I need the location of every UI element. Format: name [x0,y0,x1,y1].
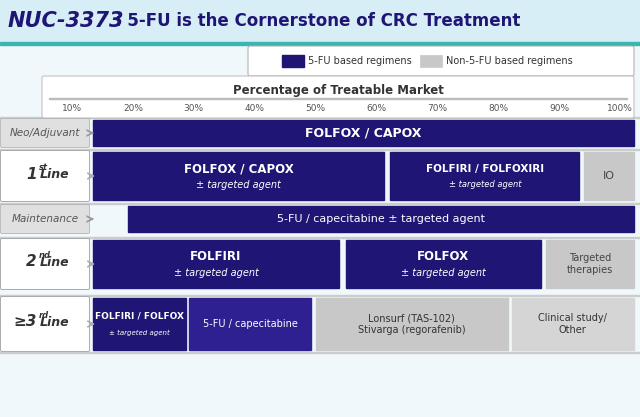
Bar [128,206,634,232]
FancyBboxPatch shape [1,296,90,352]
Bar [546,240,634,288]
Text: ± targeted agent: ± targeted agent [449,180,521,189]
Bar [0,118,640,148]
Text: 10%: 10% [62,103,82,113]
Text: ± targeted agent: ± targeted agent [173,268,259,278]
Text: 40%: 40% [244,103,265,113]
Text: FOLFOX / CAPOX: FOLFOX / CAPOX [184,162,293,175]
Bar [282,55,304,67]
Bar [0,296,640,352]
Bar [0,0,640,42]
FancyBboxPatch shape [42,76,634,118]
Text: rd: rd [39,311,49,319]
Bar [0,42,640,45]
Bar [93,152,384,200]
Text: FOLFOX: FOLFOX [417,250,469,263]
Text: FOLFIRI / FOLFOXIRI: FOLFIRI / FOLFOXIRI [426,164,544,174]
Text: 90%: 90% [549,103,569,113]
Text: Maintenance: Maintenance [12,214,79,224]
Text: 5-FU based regimens: 5-FU based regimens [308,56,412,66]
Text: Line: Line [40,256,70,269]
Bar [189,298,311,350]
Bar [0,204,640,234]
Bar [93,298,186,350]
Text: FOLFIRI / FOLFOX: FOLFIRI / FOLFOX [95,311,184,321]
Bar [0,117,640,118]
Bar [316,298,508,350]
Text: Line: Line [40,168,70,181]
Text: 50%: 50% [305,103,326,113]
Text: 2: 2 [26,254,37,269]
Text: Line: Line [40,316,70,329]
Bar [0,352,640,353]
Bar [93,240,339,288]
Text: 100%: 100% [607,103,633,113]
Text: Clinical study/
Other: Clinical study/ Other [538,313,607,335]
Bar [346,240,541,288]
Bar [0,295,640,296]
Bar [49,98,627,99]
Text: 1: 1 [26,166,37,181]
Bar [0,238,640,290]
Bar [390,152,579,200]
Text: FOLFIRI: FOLFIRI [190,250,242,263]
Text: 80%: 80% [488,103,508,113]
Bar [420,55,442,67]
Bar [0,149,640,150]
Bar [584,152,634,200]
Text: st: st [39,163,48,171]
Bar [93,120,634,146]
FancyBboxPatch shape [1,118,90,148]
Text: ± targeted agent: ± targeted agent [196,180,281,190]
Text: 70%: 70% [428,103,447,113]
Text: 5-FU / capecitabine: 5-FU / capecitabine [203,319,298,329]
Text: FOLFOX / CAPOX: FOLFOX / CAPOX [305,126,421,140]
Text: ± targeted agent: ± targeted agent [401,268,486,278]
Text: Lonsurf (TAS-102)
Stivarga (regorafenib): Lonsurf (TAS-102) Stivarga (regorafenib) [358,313,465,335]
Text: ≥3: ≥3 [13,314,37,329]
Text: 30%: 30% [184,103,204,113]
Text: Percentage of Treatable Market: Percentage of Treatable Market [232,83,444,96]
FancyBboxPatch shape [1,239,90,289]
Text: IO: IO [603,171,615,181]
Bar [0,150,640,202]
FancyBboxPatch shape [248,46,634,76]
FancyBboxPatch shape [1,204,90,234]
Text: : 5-FU is the Cornerstone of CRC Treatment: : 5-FU is the Cornerstone of CRC Treatme… [115,12,520,30]
Text: 20%: 20% [123,103,143,113]
Text: 60%: 60% [366,103,387,113]
Text: Targeted
therapies: Targeted therapies [566,253,613,275]
Bar [0,237,640,238]
Text: NUC-3373: NUC-3373 [8,11,125,31]
Text: nd: nd [39,251,51,259]
Bar [512,298,634,350]
Text: ± targeted agent: ± targeted agent [109,330,170,337]
Text: 5-FU / capecitabine ± targeted agent: 5-FU / capecitabine ± targeted agent [277,214,485,224]
Text: Neo/Adjuvant: Neo/Adjuvant [10,128,80,138]
FancyBboxPatch shape [1,151,90,201]
Bar [0,203,640,204]
Text: Non-5-FU based regimens: Non-5-FU based regimens [446,56,573,66]
